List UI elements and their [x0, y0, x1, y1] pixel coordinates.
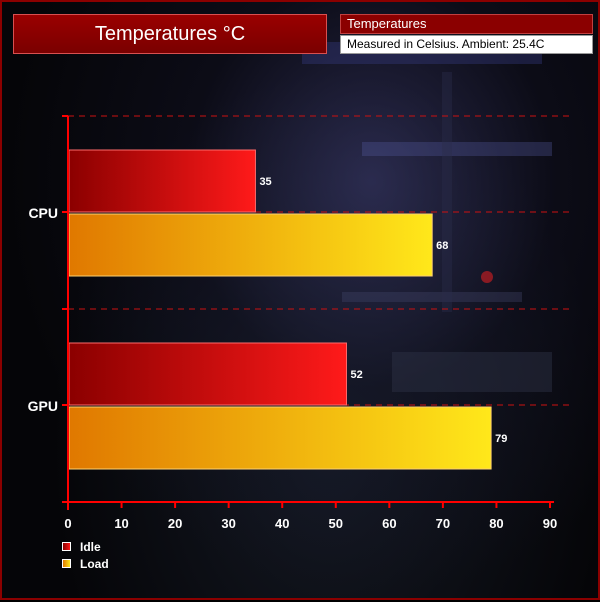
- legend-item-load: Load: [62, 555, 109, 572]
- data-label-cpu-load: 68: [436, 240, 448, 252]
- x-tick-label: 50: [329, 516, 343, 531]
- chart-title: Temperatures °C: [13, 14, 327, 54]
- data-label-gpu-idle: 52: [350, 369, 362, 381]
- legend-swatch-idle: [62, 542, 71, 551]
- data-label-cpu-idle: 35: [259, 176, 271, 188]
- data-label-gpu-load: 79: [495, 433, 507, 445]
- category-label-cpu: CPU: [28, 205, 58, 221]
- info-header: Temperatures: [340, 14, 593, 34]
- bar-cpu-load: [68, 213, 433, 277]
- bar-gpu-idle: [68, 342, 347, 406]
- x-tick-label: 30: [221, 516, 235, 531]
- info-subtitle: Measured in Celsius. Ambient: 25.4C: [340, 35, 593, 54]
- legend-swatch-load: [62, 559, 71, 568]
- x-tick-label: 60: [382, 516, 396, 531]
- legend: Idle Load: [62, 538, 109, 572]
- legend-item-idle: Idle: [62, 538, 109, 555]
- x-tick-label: 90: [543, 516, 557, 531]
- x-tick-label: 70: [436, 516, 450, 531]
- x-tick-label: 20: [168, 516, 182, 531]
- bar-cpu-idle: [68, 149, 256, 213]
- legend-label-load: Load: [80, 556, 109, 571]
- bar-gpu-load: [68, 406, 492, 470]
- category-label-gpu: GPU: [28, 398, 58, 414]
- legend-label-idle: Idle: [80, 539, 101, 554]
- x-tick-label: 80: [489, 516, 503, 531]
- x-tick-label: 10: [114, 516, 128, 531]
- x-tick-label: 0: [64, 516, 71, 531]
- x-tick-label: 40: [275, 516, 289, 531]
